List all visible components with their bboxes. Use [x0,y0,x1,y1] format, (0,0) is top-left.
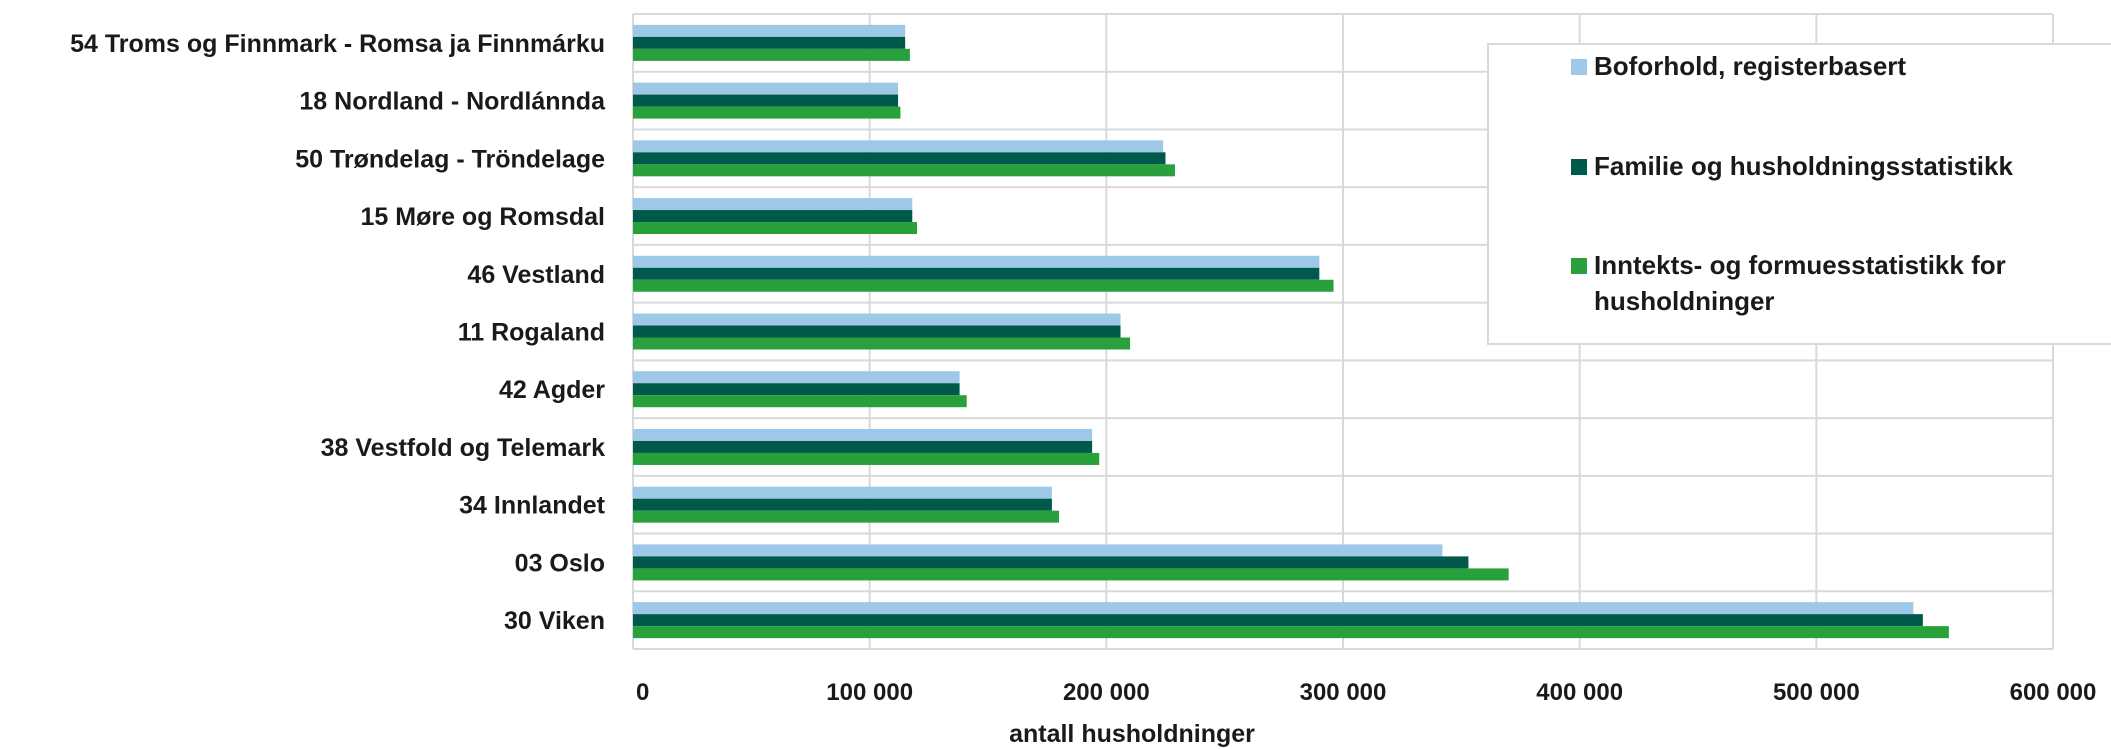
category-label: 18 Nordland - Nordlánnda [299,88,606,116]
bar [633,544,1443,557]
bar [633,440,1093,453]
legend: Boforhold, registerbasert Familie og hush… [1487,43,2111,345]
category-label: 15 Møre og Romsdal [361,203,606,231]
bar [633,602,1914,615]
bar [633,210,913,223]
bar [633,222,917,235]
bar [633,498,1052,511]
x-tick-label: 0 [636,679,649,706]
bar [633,395,967,408]
legend-label: Inntekts- og formuesstatistikk for [1594,250,2006,280]
bar [633,94,899,107]
bar [633,164,1175,177]
bar [633,486,1052,499]
bar [633,106,901,119]
category-label: 11 Rogaland [458,319,605,347]
x-tick-label: 200 000 [1063,679,1150,706]
legend-box [1487,43,2111,345]
category-label: 34 Innlandet [459,492,606,520]
bar [633,140,1164,153]
bar [633,614,1923,627]
bar [633,383,960,396]
legend-label: husholdninger [1594,286,1775,316]
bar [633,626,1949,639]
category-label: 50 Trøndelag - Tröndelage [295,145,605,173]
x-tick-label: 300 000 [1300,679,1387,706]
category-label: 46 Vestland [467,261,605,289]
legend-label: Boforhold, registerbasert [1594,51,1906,81]
legend-swatch [1571,258,1587,274]
bar [633,267,1320,280]
category-label: 38 Vestfold og Telemark [321,434,605,462]
legend-swatch [1571,159,1587,175]
x-axis-title: antall husholdninger [1009,720,1255,748]
category-label: 30 Viken [504,607,605,635]
bar [633,313,1121,326]
category-label: 42 Agder [499,376,605,404]
legend-label: Familie og husholdningsstatistikk [1594,151,2013,181]
x-tick-label: 500 000 [1773,679,1860,706]
bar [633,371,960,384]
bar [633,48,910,61]
bar [633,556,1469,569]
legend-swatch [1571,59,1587,75]
x-tick-label: 600 000 [2010,679,2097,706]
bar [633,255,1320,268]
category-label: 54 Troms og Finnmark - Romsa ja Finnmárk… [70,30,605,58]
x-tick-label: 400 000 [1536,679,1623,706]
category-label: 03 Oslo [515,549,605,577]
bar [633,152,1166,165]
bar [633,198,913,211]
bar [633,82,899,95]
bar [633,510,1059,523]
category-labels: 54 Troms og Finnmark - Romsa ja Finnmárk… [70,30,606,635]
bar [633,428,1093,441]
bar [633,452,1100,465]
bar [633,24,906,37]
bar [633,325,1121,338]
bar [633,568,1509,581]
bar [633,36,906,49]
bar [633,279,1334,292]
x-tick-label: 100 000 [826,679,913,706]
x-tick-labels: 0 100 000 200 000 300 000 400 000 500 000 600 … [636,679,2096,706]
bars [633,24,1949,639]
bar [633,337,1130,350]
